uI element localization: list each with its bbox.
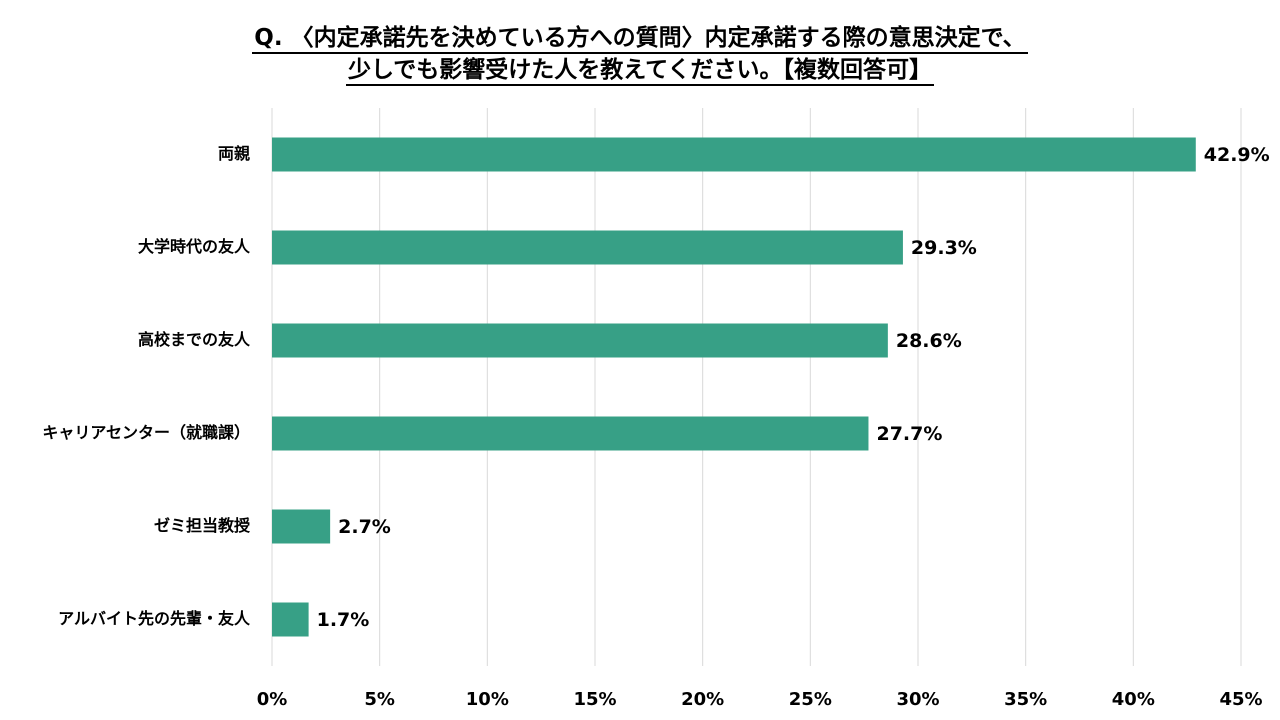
chart-title-line2: 少しでも影響受けた人を教えてください。【複数回答可】	[346, 56, 934, 86]
value-label: 1.7%	[317, 609, 370, 631]
chart-title: Q. 〈内定承諾先を決めている方への質問〉内定承諾する際の意思決定で、 少しでも…	[0, 22, 1280, 86]
category-label: 大学時代の友人	[138, 237, 251, 256]
x-tick-label: 5%	[364, 689, 395, 710]
x-tick-label: 15%	[573, 689, 616, 710]
value-label: 42.9%	[1204, 144, 1270, 166]
bar	[272, 602, 309, 637]
category-label: 高校までの友人	[138, 330, 251, 349]
x-tick-label: 35%	[1004, 689, 1047, 710]
x-tick-label: 25%	[789, 689, 832, 710]
bar	[272, 137, 1196, 172]
x-tick-label: 0%	[257, 689, 288, 710]
chart-title-line1: Q. 〈内定承諾先を決めている方への質問〉内定承諾する際の意思決定で、	[252, 24, 1028, 54]
x-tick-label: 10%	[466, 689, 509, 710]
x-tick-label: 45%	[1219, 689, 1262, 710]
bar	[272, 509, 331, 544]
value-label: 29.3%	[911, 237, 977, 259]
category-label: キャリアセンター（就職課）	[42, 423, 250, 442]
x-tick-label: 40%	[1112, 689, 1155, 710]
value-label: 28.6%	[896, 330, 962, 352]
x-tick-label: 30%	[896, 689, 939, 710]
value-label: 2.7%	[338, 516, 391, 538]
bar	[272, 323, 888, 358]
bar	[272, 230, 903, 265]
value-label: 27.7%	[876, 423, 942, 445]
category-label: 両親	[218, 144, 250, 163]
bar	[272, 416, 869, 451]
category-label: アルバイト先の先輩・友人	[58, 609, 251, 628]
x-tick-label: 20%	[681, 689, 724, 710]
category-label: ゼミ担当教授	[154, 516, 251, 535]
